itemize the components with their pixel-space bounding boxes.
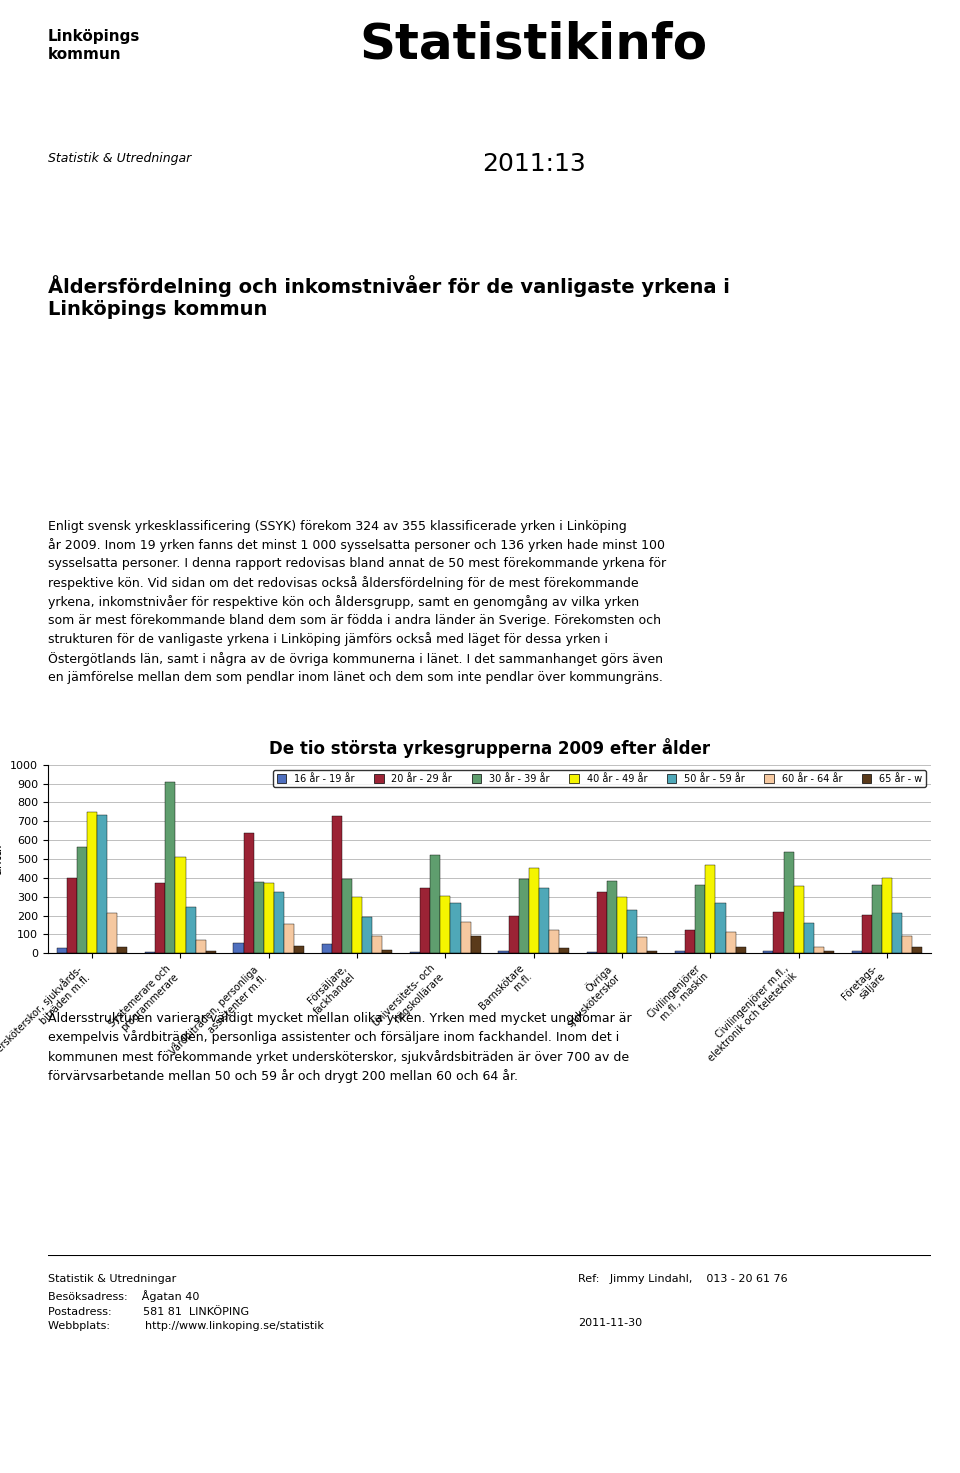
Bar [196,940,205,953]
Bar [264,882,274,953]
Bar [675,952,685,953]
Bar [763,952,774,953]
Bar [647,952,658,953]
Bar [156,882,165,953]
Bar [824,952,834,953]
Bar [382,950,393,953]
Bar [362,916,372,953]
Bar [352,897,362,953]
Bar [176,857,185,953]
Bar [165,782,176,953]
Bar [87,812,97,953]
Bar [783,853,794,953]
Bar [597,893,607,953]
Bar [420,888,430,953]
Bar [461,922,470,953]
Bar [549,929,559,953]
Bar [253,882,264,953]
Bar [617,897,627,953]
Bar [244,832,253,953]
Bar [539,888,549,953]
Bar [637,937,647,953]
Bar [322,944,332,953]
Bar [715,903,726,953]
Bar [706,865,715,953]
Bar [67,878,77,953]
Bar [450,903,461,953]
Bar [372,937,382,953]
Bar [108,913,117,953]
Bar [274,893,284,953]
Bar [205,952,216,953]
Text: Statistikinfo: Statistikinfo [360,21,708,68]
Y-axis label: antal: antal [0,843,5,875]
Bar [726,931,735,953]
Text: Statistik & Utredningar: Statistik & Utredningar [48,152,191,165]
Bar [498,952,509,953]
Text: 2011:13: 2011:13 [482,152,586,175]
Bar [117,947,128,953]
Bar [77,847,87,953]
Bar [735,947,746,953]
Text: Åldersfördelning och inkomstnivåer för de vanligaste yrkena i
Linköpings kommun: Åldersfördelning och inkomstnivåer för d… [48,274,730,318]
Bar [607,881,617,953]
Title: De tio största yrkesgrupperna 2009 efter ålder: De tio största yrkesgrupperna 2009 efter… [269,738,710,757]
Bar [342,879,352,953]
Bar [695,884,706,953]
Bar [892,913,902,953]
Bar [852,952,862,953]
Bar [470,937,481,953]
Bar [233,943,244,953]
Bar [882,878,892,953]
Bar [804,924,814,953]
Bar [529,868,539,953]
Bar [57,947,67,953]
Bar [774,912,783,953]
Bar [430,856,441,953]
Bar [794,887,804,953]
Bar [518,879,529,953]
Bar [284,924,294,953]
Bar [627,910,637,953]
Text: Statistik & Utredningar
Besöksadress:    Ågatan 40
Postadress:         581 81  L: Statistik & Utredningar Besöksadress: Åg… [48,1274,324,1332]
Bar [862,915,872,953]
Bar [902,937,912,953]
Bar [185,907,196,953]
Bar [509,916,518,953]
Bar [97,815,108,953]
Bar [294,946,304,953]
Bar [685,929,695,953]
Text: Ref:   Jimmy Lindahl,    013 - 20 61 76


2011-11-30: Ref: Jimmy Lindahl, 013 - 20 61 76 2011-… [578,1274,787,1329]
Legend: 16 år - 19 år, 20 år - 29 år, 30 år - 39 år, 40 år - 49 år, 50 år - 59 år, 60 år: 16 år - 19 år, 20 år - 29 år, 30 år - 39… [273,770,926,788]
Bar [559,947,569,953]
Text: Enligt svensk yrkesklassificering (SSYK) förekom 324 av 355 klassificerade yrken: Enligt svensk yrkesklassificering (SSYK)… [48,520,666,683]
Bar [441,896,450,953]
Bar [814,947,824,953]
Bar [872,885,882,953]
Bar [332,816,342,953]
Text: Linköpings
kommun: Linköpings kommun [48,29,140,62]
Text: Åldersstrukturen varierar väldigt mycket mellan olika yrken. Yrken med mycket un: Åldersstrukturen varierar väldigt mycket… [48,1010,632,1083]
Bar [912,947,923,953]
